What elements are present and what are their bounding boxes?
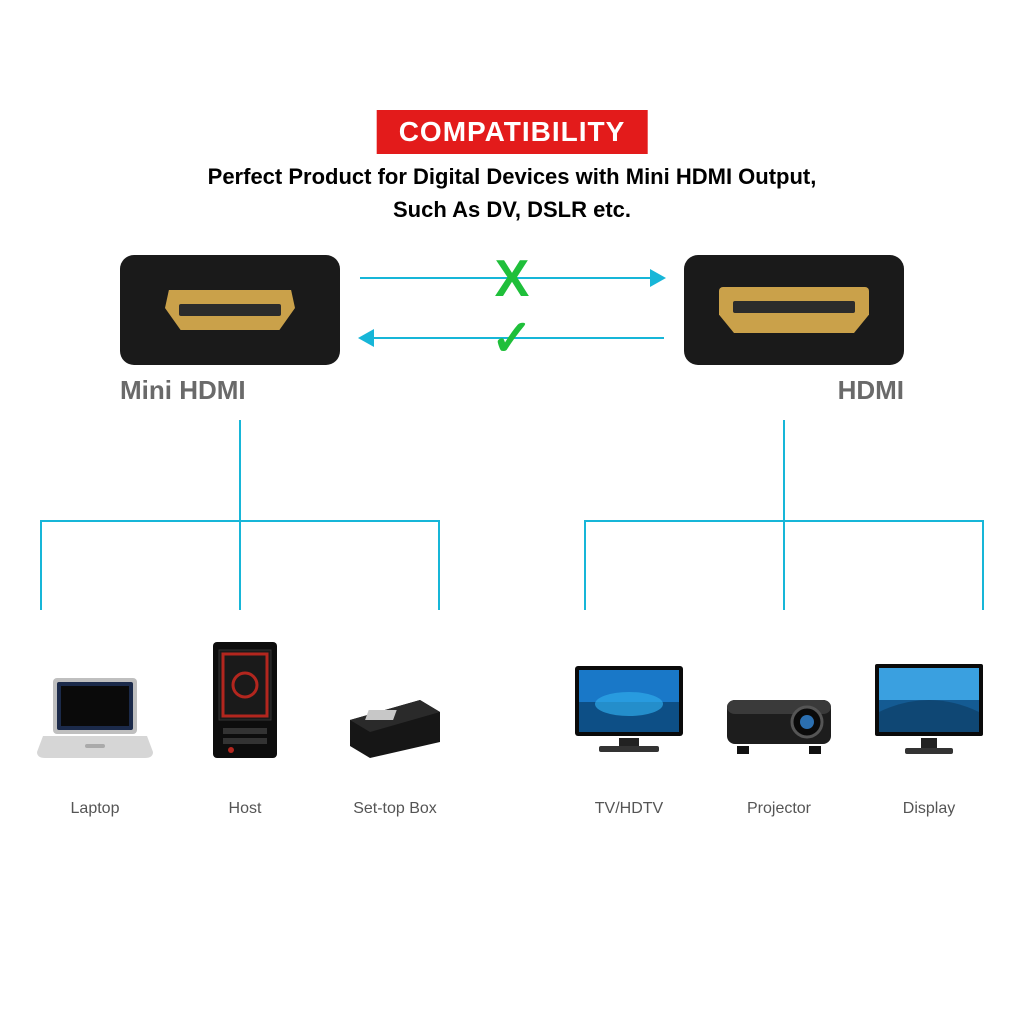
compat-banner: COMPATIBILITY xyxy=(377,110,648,154)
device-label: Set-top Box xyxy=(353,800,437,818)
subtext-line2: Such As DV, DSLR etc. xyxy=(393,197,631,222)
device-label: Laptop xyxy=(71,800,120,818)
projector-icon xyxy=(719,640,839,760)
hdmi-device-tree xyxy=(584,420,984,630)
hdmi-port-icon xyxy=(684,255,904,365)
host-icon xyxy=(185,640,305,760)
x-mark-icon: X xyxy=(495,249,530,309)
check-mark-icon: ✓ xyxy=(491,309,533,367)
tv-icon xyxy=(569,640,689,760)
mini-hdmi-devices: Laptop Host Set-top Box xyxy=(30,640,460,818)
display-icon xyxy=(869,640,989,760)
device-tv: TV/HDTV xyxy=(564,640,694,818)
laptop-icon xyxy=(35,640,155,760)
subtext-line1: Perfect Product for Digital Devices with… xyxy=(208,164,817,189)
device-label: Display xyxy=(903,800,955,818)
settop-icon xyxy=(335,640,455,760)
device-label: Host xyxy=(229,800,262,818)
hdmi-devices: TV/HDTV Projector Displa xyxy=(564,640,994,818)
device-laptop: Laptop xyxy=(30,640,160,818)
device-display: Display xyxy=(864,640,994,818)
hdmi-label: HDMI xyxy=(684,375,904,406)
device-label: Projector xyxy=(747,800,811,818)
mini-hdmi-device-tree xyxy=(40,420,440,630)
mini-hdmi-label: Mini HDMI xyxy=(120,375,340,406)
direction-arrows: X ✓ xyxy=(350,255,674,365)
device-host: Host xyxy=(180,640,310,818)
compat-subtext: Perfect Product for Digital Devices with… xyxy=(0,160,1024,226)
device-settop: Set-top Box xyxy=(330,640,460,818)
device-label: TV/HDTV xyxy=(595,800,663,818)
device-projector: Projector xyxy=(714,640,844,818)
mini-hdmi-port-icon xyxy=(120,255,340,365)
